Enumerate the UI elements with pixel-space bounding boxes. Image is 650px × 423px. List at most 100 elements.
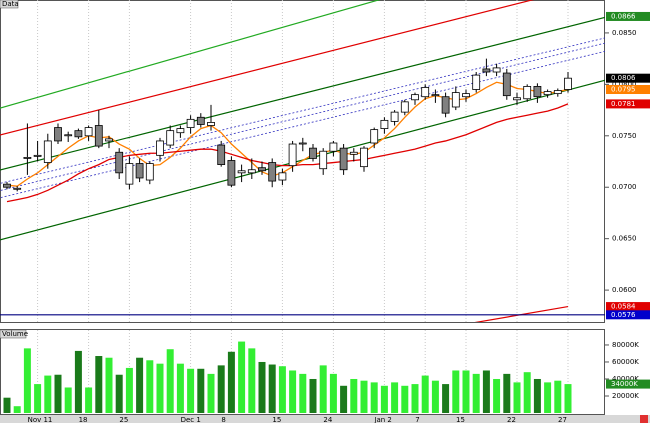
candle-body [145,163,154,181]
candle-body [268,162,277,182]
volume-bar [74,350,82,413]
volume-bar [391,382,399,413]
trend-line [474,305,569,322]
volume-bar [503,373,511,413]
volume-bar [442,384,450,413]
volume-bar [44,375,52,413]
volume-bar [319,365,327,413]
candle-body [54,127,62,142]
candle-body [298,142,307,145]
volume-bar [340,385,348,413]
candle-body [400,101,409,113]
volume-bar [166,349,174,413]
volume-bar [309,378,317,413]
price-tag-label: 0.0866 [611,12,636,20]
volume-bar [544,382,552,413]
volume-bar [411,384,419,413]
candle-body [115,151,124,174]
x-tick-label: Dec 1 [181,416,201,423]
candle-body [125,163,134,185]
price-tag-label: 0.0584 [611,303,636,311]
volume-bar [360,380,368,413]
candle-body [105,138,113,142]
candle-body [166,130,175,146]
candle-body [451,92,460,108]
volume-tag [606,379,650,389]
candle-body [135,163,144,179]
candle-body [349,151,358,155]
candle-body [217,144,226,166]
volume-bar [472,373,480,413]
candle-body [186,118,195,128]
close-button[interactable] [640,415,648,423]
candle-body [553,90,562,95]
candle-body [339,147,348,171]
volume-bar [329,373,337,413]
y-tick-label: 0.0650 [612,235,637,243]
price-tag [606,11,650,21]
candle-body [543,91,552,96]
volume-bar [125,367,133,413]
candle-body [329,142,338,152]
candle-body [176,128,185,134]
volume-bar [207,373,215,413]
volume-bar [156,363,164,413]
volume-bar [533,378,541,413]
volume-bar [176,363,184,413]
y-tick-label: 0.0600 [612,286,637,294]
candle-body [13,187,22,190]
price-tag-label: 0.0576 [611,311,636,319]
trend-line [0,0,535,136]
candle-body [258,167,266,172]
volume-bar [421,375,429,413]
volume-bar [370,382,378,413]
candle-body [533,86,542,98]
x-tick-label: Jan 2 [373,416,391,423]
volume-bar [493,378,501,413]
volume-bar [3,397,11,413]
trend-line [0,37,605,184]
volume-bar [115,374,123,413]
candle-body [156,140,164,156]
candle-body [64,134,73,137]
candle-body [360,147,368,168]
candle-body [502,72,511,97]
candle-body [482,68,491,73]
volume-bar [431,380,439,413]
volume-bar [289,370,297,413]
price-tag-label: 0.0806 [611,74,636,82]
volume-plot [3,330,572,414]
y-tick-label: 0.0750 [612,132,637,140]
price-tag [606,310,650,320]
volume-bar [564,384,572,413]
volume-bar [197,368,205,413]
candle-body [33,154,42,157]
candle-body [370,129,379,144]
volume-bar [523,372,531,413]
volume-bar [248,348,256,413]
y-tick-label: 0.0800 [612,80,637,88]
axes: Nov 11 18 25 Dec 1 8 15 24 Jan 2 7 15 22 27 0.0850 0.… [28,11,650,423]
volume-bar [23,348,31,413]
candle-body [462,93,470,98]
volume-bar [187,368,195,413]
volume-bar [146,360,154,413]
chart-title: Data [2,0,19,8]
volume-bar [227,351,235,413]
volume-tag-label: 34000K [611,380,638,388]
candle-body [94,125,103,147]
candle-body [564,77,572,90]
volume-bar [462,370,470,413]
title-box [0,0,19,9]
volume-bar [13,406,21,413]
price-tag [606,73,650,83]
x-tick-label: 18 [79,416,88,423]
volume-bar [513,382,521,413]
volume-bar [217,365,225,413]
trend-line [0,42,605,191]
candle-body [207,122,215,126]
x-axis-strip [0,415,650,423]
candle-body [23,156,32,159]
trend-line [0,0,381,109]
volume-title-box [0,329,27,339]
